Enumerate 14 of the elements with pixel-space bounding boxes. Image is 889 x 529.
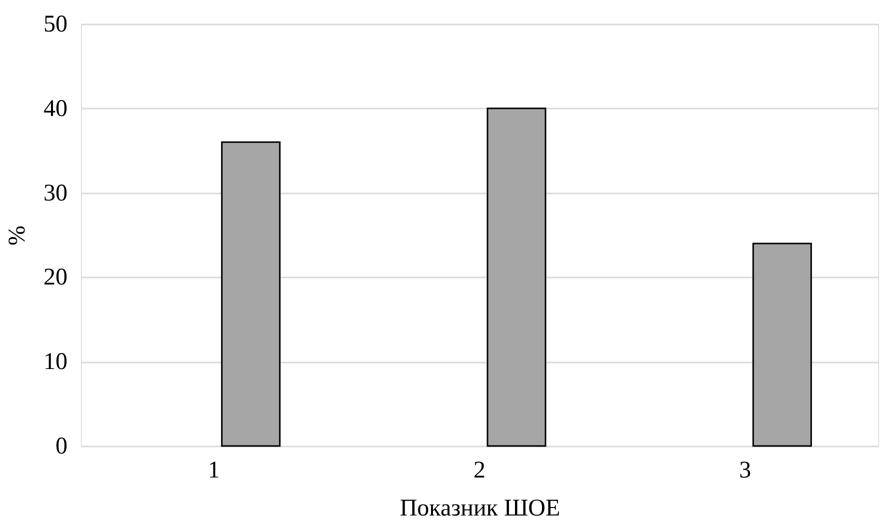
y-tick-label: 40 (44, 96, 68, 122)
y-tick-label: 10 (44, 349, 68, 376)
x-tick-label: 3 (739, 458, 752, 484)
y-axis-title: % (4, 226, 30, 246)
x-tick-label: 2 (474, 458, 486, 484)
x-tick-label: 1 (208, 458, 220, 484)
y-tick-label: 20 (44, 264, 68, 291)
bar (752, 242, 812, 447)
bar (486, 108, 546, 447)
y-tick-label: 50 (44, 12, 68, 38)
y-tick-label: 30 (44, 180, 68, 206)
y-tick-label: 0 (56, 434, 68, 460)
bar (221, 141, 281, 447)
x-axis-title: Показник ШОЕ (400, 496, 560, 522)
